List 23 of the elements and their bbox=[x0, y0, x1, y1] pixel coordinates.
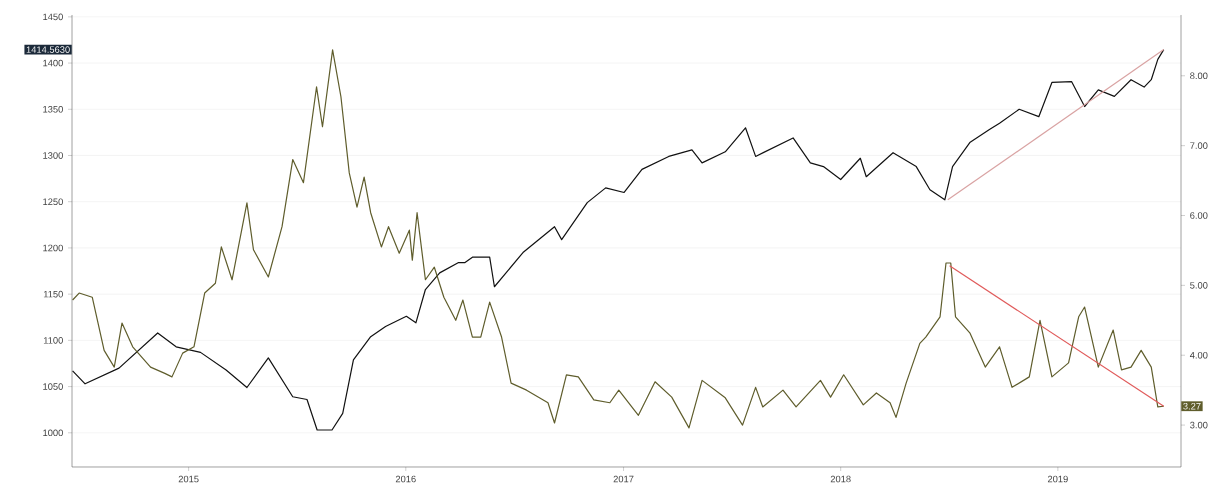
y2-tick-label: 8.00 bbox=[1190, 72, 1208, 80]
y2-tick-label: 3.00 bbox=[1190, 421, 1208, 429]
x-tick-label: 2017 bbox=[613, 475, 634, 483]
y-tick-label: 1450 bbox=[43, 13, 63, 21]
y-tick-label: 1100 bbox=[43, 337, 63, 344]
text: 1414.5630 bbox=[26, 46, 70, 53]
y-tick-label: 1200 bbox=[43, 244, 63, 252]
y-tick-label: 1250 bbox=[43, 198, 63, 206]
y-tick-label: 1150 bbox=[43, 290, 63, 298]
x-tick-label: 2018 bbox=[830, 475, 851, 483]
y2-tick-label: 6.00 bbox=[1190, 212, 1208, 219]
y2-tick-label: 4.00 bbox=[1189, 351, 1208, 359]
x-tick-label: 2015 bbox=[178, 475, 199, 483]
y2-tick-label: 5.00 bbox=[1190, 282, 1208, 289]
y-tick-label: 1300 bbox=[43, 152, 63, 159]
y-tick-label: 1050 bbox=[43, 383, 63, 390]
y-tick-label: 1350 bbox=[43, 105, 63, 113]
y-tick-label: 1400 bbox=[43, 59, 63, 67]
x-tick-label: 2019 bbox=[1047, 475, 1068, 483]
text: 3.27 bbox=[1183, 402, 1201, 410]
y-tick-label: 1000 bbox=[43, 429, 63, 437]
y2-tick-label: 7.00 bbox=[1190, 142, 1208, 149]
x-tick-label: 2016 bbox=[395, 475, 416, 483]
